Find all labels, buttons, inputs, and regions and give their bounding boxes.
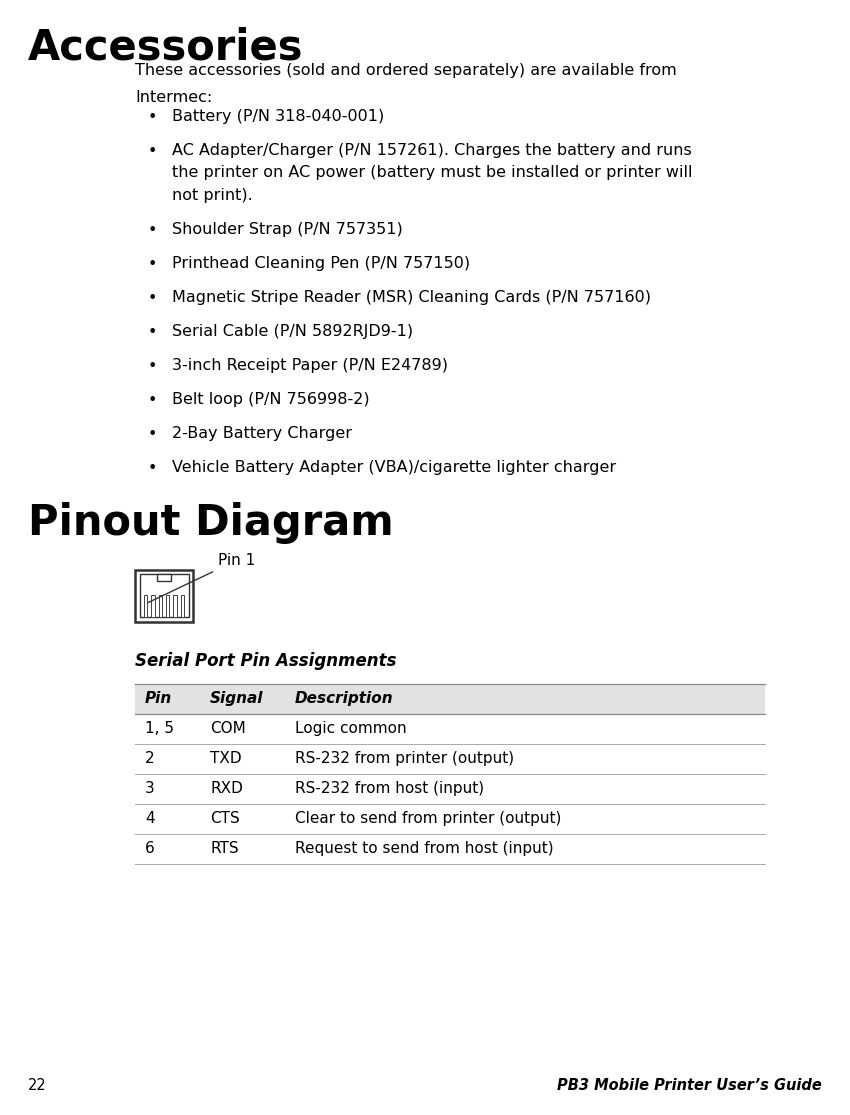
Text: 2-Bay Battery Charger: 2-Bay Battery Charger xyxy=(172,426,352,442)
Text: •: • xyxy=(148,110,157,125)
Bar xyxy=(166,594,169,617)
Text: These accessories (sold and ordered separately) are available from: These accessories (sold and ordered sepa… xyxy=(135,64,677,78)
Text: Accessories: Accessories xyxy=(28,27,303,69)
Text: •: • xyxy=(148,223,157,237)
Text: •: • xyxy=(148,291,157,306)
Text: Serial Cable (P/N 5892RJD9-1): Serial Cable (P/N 5892RJD9-1) xyxy=(172,324,413,339)
Text: 2: 2 xyxy=(145,752,155,766)
Text: TXD: TXD xyxy=(210,752,241,766)
Bar xyxy=(135,683,765,714)
Text: Belt loop (P/N 756998-2): Belt loop (P/N 756998-2) xyxy=(172,392,370,407)
Text: 4: 4 xyxy=(145,811,155,826)
Bar xyxy=(135,714,765,744)
Text: •: • xyxy=(148,427,157,442)
Bar xyxy=(151,594,155,617)
Bar xyxy=(173,594,177,617)
Bar xyxy=(135,744,765,774)
Text: •: • xyxy=(148,144,157,159)
Text: Intermec:: Intermec: xyxy=(135,89,212,105)
Text: the printer on AC power (battery must be installed or printer will: the printer on AC power (battery must be… xyxy=(172,165,693,181)
Text: 3-inch Receipt Paper (P/N E24789): 3-inch Receipt Paper (P/N E24789) xyxy=(172,358,448,374)
Text: Signal: Signal xyxy=(210,691,264,706)
Text: COM: COM xyxy=(210,721,246,736)
Text: •: • xyxy=(148,460,157,476)
Text: Clear to send from printer (output): Clear to send from printer (output) xyxy=(295,811,561,826)
Text: 6: 6 xyxy=(145,841,155,856)
Bar xyxy=(159,594,162,617)
Text: Shoulder Strap (P/N 757351): Shoulder Strap (P/N 757351) xyxy=(172,222,403,237)
Text: Battery (P/N 318-040-001): Battery (P/N 318-040-001) xyxy=(172,109,384,124)
Text: •: • xyxy=(148,359,157,374)
Bar xyxy=(157,574,171,581)
Text: Request to send from host (input): Request to send from host (input) xyxy=(295,841,553,856)
Bar xyxy=(144,594,147,617)
Text: Pin: Pin xyxy=(145,691,173,706)
Text: RTS: RTS xyxy=(210,841,239,856)
Text: Vehicle Battery Adapter (VBA)/cigarette lighter charger: Vehicle Battery Adapter (VBA)/cigarette … xyxy=(172,460,616,475)
Text: not print).: not print). xyxy=(172,188,252,203)
Text: RS-232 from printer (output): RS-232 from printer (output) xyxy=(295,752,514,766)
Text: •: • xyxy=(148,256,157,272)
Bar xyxy=(135,570,193,622)
Text: AC Adapter/Charger (P/N 157261). Charges the battery and runs: AC Adapter/Charger (P/N 157261). Charges… xyxy=(172,143,692,158)
Bar xyxy=(135,774,765,804)
Bar xyxy=(181,594,184,617)
Bar xyxy=(139,574,189,618)
Text: RXD: RXD xyxy=(210,780,243,796)
Text: •: • xyxy=(148,392,157,408)
Bar xyxy=(135,804,765,834)
Text: Magnetic Stripe Reader (MSR) Cleaning Cards (P/N 757160): Magnetic Stripe Reader (MSR) Cleaning Ca… xyxy=(172,290,651,306)
Text: •: • xyxy=(148,324,157,340)
Text: RS-232 from host (input): RS-232 from host (input) xyxy=(295,780,484,796)
Text: 1, 5: 1, 5 xyxy=(145,721,174,736)
Text: Description: Description xyxy=(295,691,394,706)
Text: PB3 Mobile Printer User’s Guide: PB3 Mobile Printer User’s Guide xyxy=(558,1078,822,1093)
Text: 22: 22 xyxy=(28,1078,47,1093)
Text: Logic common: Logic common xyxy=(295,721,406,736)
Bar xyxy=(135,834,765,864)
Text: Pinout Diagram: Pinout Diagram xyxy=(28,502,394,544)
Text: Printhead Cleaning Pen (P/N 757150): Printhead Cleaning Pen (P/N 757150) xyxy=(172,256,470,271)
Text: Serial Port Pin Assignments: Serial Port Pin Assignments xyxy=(135,652,396,670)
Text: CTS: CTS xyxy=(210,811,240,826)
Text: Pin 1: Pin 1 xyxy=(148,553,255,602)
Text: 3: 3 xyxy=(145,780,155,796)
